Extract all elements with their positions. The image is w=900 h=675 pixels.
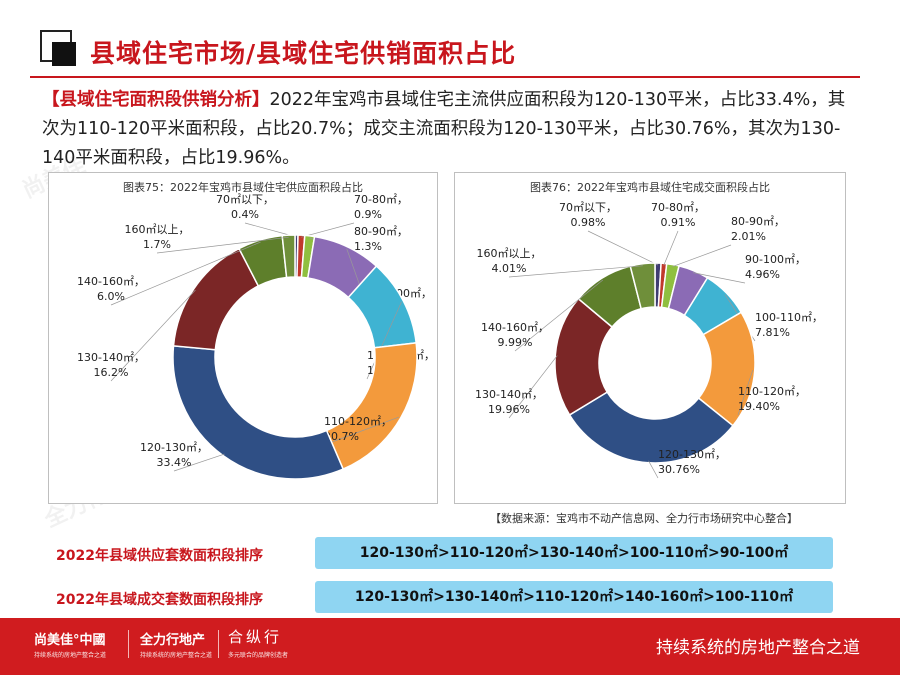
leader-line <box>156 236 289 254</box>
deal-ranking-band: 120-130㎡>130-140㎡>110-120㎡>140-160㎡>100-… <box>315 581 833 613</box>
leader-line <box>508 355 558 419</box>
leader-line <box>737 370 754 416</box>
data-source-note: 【数据来源：宝鸡市不动产信息网、全力行市场研究中心整合】 <box>490 512 798 525</box>
leader-line <box>663 230 679 266</box>
slice-value-label: 0.9% <box>354 208 382 221</box>
donut-slice-160㎡以上 <box>629 262 656 310</box>
slice-category-label: 110-120㎡， <box>738 385 806 398</box>
supply-chart-panel: 图表75：2022年宝鸡市县域住宅供应面积段占比 70㎡以下， 0.4% 70-80… <box>48 172 438 504</box>
logo-divider <box>128 630 129 658</box>
logo-divider <box>218 630 219 658</box>
leader-line <box>692 272 746 284</box>
slice-category-label: 70㎡以下， <box>559 201 617 214</box>
slice-category-label: 70-80㎡， <box>651 201 705 214</box>
slice-category-label: 140-160㎡， <box>481 321 549 334</box>
leader-line <box>514 279 604 352</box>
slice-value-label: 30.76% <box>658 463 700 476</box>
slice-category-label: 80-90㎡， <box>354 225 408 238</box>
leader-line <box>110 289 196 382</box>
slice-value-label: 1.3% <box>354 240 382 253</box>
slice-value-label: 16.2% <box>94 366 129 379</box>
slice-value-label: 1.7% <box>143 238 171 251</box>
logo-tagline: 多元联合的品牌创造者 <box>228 652 289 659</box>
leader-line <box>323 416 399 446</box>
leader-line <box>110 241 261 306</box>
hezongxing-logo: 合纵行 <box>228 628 283 646</box>
slice-category-label: 130-140㎡， <box>77 351 145 364</box>
slice-category-label: 110-120㎡， <box>324 415 392 428</box>
slice-category-label: 100-110㎡， <box>755 311 823 324</box>
chart-title: 图表76：2022年宝鸡市县域住宅成交面积段占比 <box>530 181 770 194</box>
intro-text: 2022年宝鸡市县域住宅主流供应面积段为120-130平米，占比33.4%，其次… <box>42 90 846 168</box>
title-square-fill-icon <box>52 42 76 66</box>
slice-value-label: 0.4% <box>231 208 259 221</box>
deal-donut-chart: 70㎡以下， 0.98% 70-80㎡， 0.91% 80-90㎡， 2.01% 90-10… <box>475 201 823 479</box>
quanlixing-logo: 全力行地产 <box>140 633 206 648</box>
intro-tag: 【县域住宅面积段供销分析】 <box>42 90 270 110</box>
title-bar: 县域住宅市场/县域住宅供销面积占比 <box>0 0 900 88</box>
slice-value-label: 20.7% <box>324 430 359 443</box>
donut-slice-160㎡以上 <box>281 234 296 279</box>
slice-value-label: 6.0% <box>97 290 125 303</box>
footer-slogan: 持续系统的房地产整合之道 <box>656 638 860 658</box>
supply-ranking-label: 2022年县域供应套数面积段排序 <box>56 548 263 564</box>
slice-value-label: 2.01% <box>731 230 766 243</box>
slice-value-label: 19.96% <box>488 403 530 416</box>
slice-category-label: 130-140㎡， <box>475 388 543 401</box>
logo-tagline: 持续系统的房地产整合之道 <box>34 652 107 659</box>
slice-category-label: 120-130㎡， <box>140 441 208 454</box>
slice-value-label: 9.99% <box>498 336 533 349</box>
slice-category-label: 90-100㎡， <box>745 253 806 266</box>
page-title: 县域住宅市场/县域住宅供销面积占比 <box>90 39 517 68</box>
slice-value-label: 0.98% <box>571 216 606 229</box>
leader-line <box>672 244 732 267</box>
slice-value-label: 0.91% <box>661 216 696 229</box>
leader-line <box>508 265 643 278</box>
supply-ranking-band: 120-130㎡>110-120㎡>130-140㎡>100-110㎡>90-1… <box>315 537 833 569</box>
slice-value-label: 4.01% <box>492 262 527 275</box>
leader-line <box>648 460 659 479</box>
title-divider <box>30 76 860 78</box>
chart-title: 图表75：2022年宝鸡市县域住宅供应面积段占比 <box>123 181 363 194</box>
leader-line <box>366 301 402 380</box>
slice-category-label: 140-160㎡， <box>77 275 145 288</box>
slice-value-label: 33.4% <box>157 456 192 469</box>
donut-slice-120-130㎡ <box>568 391 734 464</box>
slice-category-label: 80-90㎡， <box>731 215 785 228</box>
supply-donut-chart: 70㎡以下，0.4%70-80㎡，0.9%80-90㎡，1.3%90-100㎡，… <box>77 193 435 480</box>
logo-tagline: 持续系统的房地产整合之道 <box>140 652 213 659</box>
slice-category-label: 70-80㎡， <box>354 193 408 206</box>
donut-slice-120-130㎡ <box>172 345 345 480</box>
leader-line <box>301 222 355 238</box>
slice-value-label: 7.81% <box>755 326 790 339</box>
leader-line <box>587 230 659 266</box>
donut-slice-130-140㎡ <box>172 247 260 351</box>
slice-category-label: 160㎡以上， <box>477 247 542 260</box>
slice-category-label: 120-130㎡， <box>658 448 726 461</box>
deal-ranking-label: 2022年县域成交套数面积段排序 <box>56 592 263 608</box>
intro-paragraph: 【县域住宅面积段供销分析】2022年宝鸡市县域住宅主流供应面积段为120-130… <box>42 86 862 173</box>
leader-line <box>173 453 225 472</box>
deal-chart-panel: 图表76：2022年宝鸡市县域住宅成交面积段占比 70㎡以下， 0.98% 70-8… <box>454 172 846 504</box>
slice-category-label: 160㎡以上， <box>125 223 190 236</box>
slice-value-label: 4.96% <box>745 268 780 281</box>
footer-bar <box>0 618 900 675</box>
slice-category-label: 70㎡以下， <box>216 193 274 206</box>
shangmeijia-logo: 尚美佳°中國 <box>34 633 106 648</box>
slice-value-label: 19.40% <box>738 400 780 413</box>
